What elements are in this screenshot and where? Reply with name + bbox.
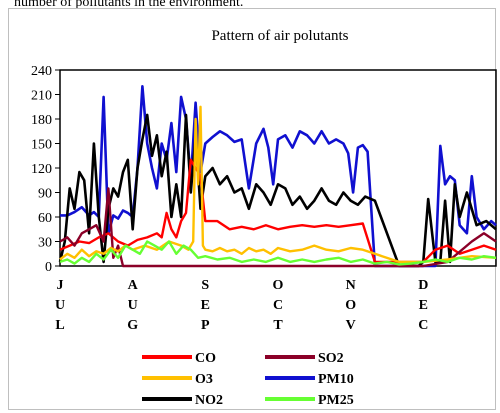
month-label-letter: P	[201, 318, 210, 333]
legend-label-pm25: PM25	[318, 393, 354, 408]
y-tick-label: 60	[38, 211, 52, 226]
month-label-letter: T	[273, 318, 283, 333]
y-tick-label: 180	[31, 113, 52, 128]
legend: CO SO2 O3 PM10 NO2 PM25	[142, 351, 354, 408]
month-label-letter: E	[419, 298, 428, 313]
y-tick-label: 210	[31, 89, 52, 104]
y-tick-label: 30	[38, 236, 52, 251]
legend-label-o3: O3	[195, 372, 213, 387]
month-label-letter: U	[128, 298, 138, 313]
month-label-letter: D	[418, 278, 428, 293]
month-label-letter: A	[128, 278, 139, 293]
month-label-letter: G	[127, 318, 138, 333]
caption-fragment: number of pollutants in the environment.	[14, 0, 244, 10]
series-line-pm25	[59, 240, 497, 266]
y-tick-label: 0	[45, 260, 52, 275]
month-label-letter: O	[273, 278, 284, 293]
legend-label-co: CO	[195, 351, 216, 366]
series-line-pm10	[60, 85, 497, 268]
month-label-letter: V	[346, 318, 356, 333]
month-label-letter: L	[55, 318, 64, 333]
series-line-o3	[59, 105, 497, 264]
month-label-letter: C	[418, 318, 428, 333]
month-label-letter: N	[346, 278, 356, 293]
month-label-letter: U	[55, 298, 65, 313]
legend-label-no2: NO2	[195, 393, 223, 408]
legend-label-pm10: PM10	[318, 372, 354, 387]
y-axis-ticks: 0 30 60 90 120 150 180 210 240	[31, 64, 60, 275]
y-tick-label: 240	[31, 64, 52, 79]
legend-label-so2: SO2	[318, 351, 344, 366]
month-label-letter: C	[273, 298, 283, 313]
series-lines	[58, 85, 497, 268]
chart-title: Pattern of air polutants	[211, 28, 348, 44]
month-label-letter: S	[201, 278, 209, 293]
month-label-letter: O	[345, 298, 356, 313]
month-label-letter: J	[57, 278, 64, 293]
y-tick-label: 90	[38, 187, 52, 202]
y-tick-label: 120	[31, 162, 52, 177]
month-label-letter: E	[201, 298, 210, 313]
series-line-so2	[59, 187, 497, 268]
y-tick-label: 150	[31, 138, 52, 153]
